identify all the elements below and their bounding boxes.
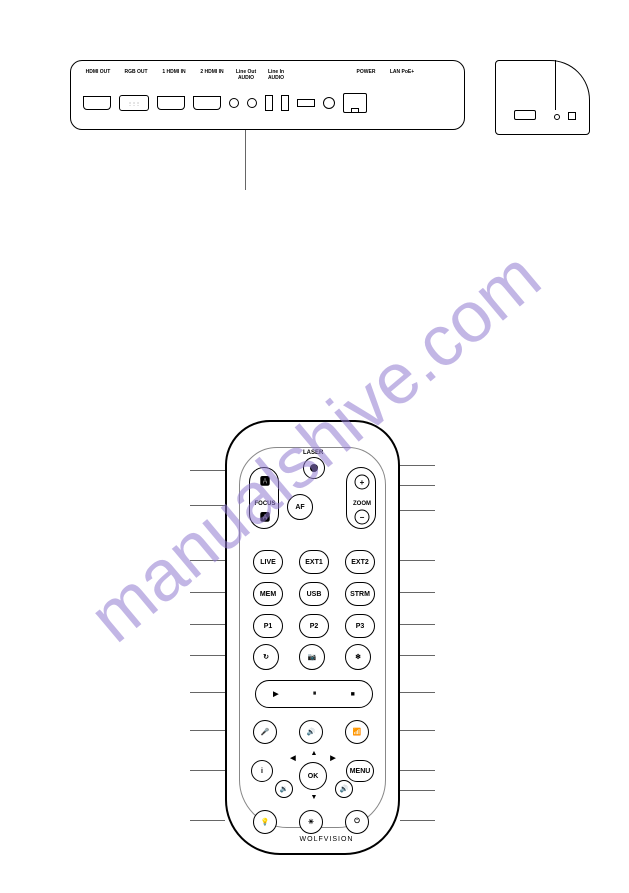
port-row: ⋮⋮⋮ <box>83 93 367 113</box>
leader-line <box>190 770 225 771</box>
leader-line <box>400 655 435 656</box>
leader-line <box>190 820 225 821</box>
panel-leader-line <box>245 130 246 190</box>
play-button[interactable]: ▶ <box>273 690 278 698</box>
usb-port-1 <box>265 95 273 111</box>
leader-line <box>400 692 435 693</box>
autofocus-button[interactable]: AF <box>287 494 313 520</box>
dpad-right[interactable]: ▶ <box>327 752 339 764</box>
dpad-up[interactable]: ▲ <box>309 748 319 758</box>
leader-line <box>400 820 435 821</box>
side-connector-panel <box>495 60 590 135</box>
port-label: 1 HDMI IN <box>159 69 189 81</box>
zoom-rocker[interactable]: + ZOOM − <box>346 467 376 529</box>
rear-connector-panel: HDMI OUT RGB OUT 1 HDMI IN 2 HDMI IN Lin… <box>70 60 465 130</box>
preset-3-button[interactable]: P3 <box>345 614 375 638</box>
stop-button[interactable]: ■ <box>351 691 355 698</box>
port-label: HDMI OUT <box>83 69 113 81</box>
laser-button[interactable] <box>303 457 325 479</box>
preset-2-button[interactable]: P2 <box>299 614 329 638</box>
live-button[interactable]: LIVE <box>253 550 283 574</box>
focus-rocker[interactable]: 🅰 FOCUS 🅰 <box>249 467 279 529</box>
port-label: Line In AUDIO <box>265 69 287 81</box>
leader-line <box>190 470 225 471</box>
leader-line <box>190 592 225 593</box>
strm-button[interactable]: STRM <box>345 582 375 606</box>
lan-port <box>343 93 367 113</box>
usb-port-2 <box>281 95 289 111</box>
mem-button[interactable]: MEM <box>253 582 283 606</box>
rgb-out-port: ⋮⋮⋮ <box>119 95 149 111</box>
ext2-button[interactable]: EXT2 <box>345 550 375 574</box>
ok-button[interactable]: OK <box>299 762 327 790</box>
ext1-button[interactable]: EXT1 <box>299 550 329 574</box>
svg-text:+: + <box>360 478 365 487</box>
side-usb-port <box>514 110 536 120</box>
remote-control: LASER 🅰 FOCUS 🅰 AF + ZOOM − LIVE EXT1 EX… <box>225 420 400 855</box>
svg-text:ZOOM: ZOOM <box>353 501 371 507</box>
focus-icon: 🅰 FOCUS 🅰 <box>250 467 278 529</box>
leader-line <box>400 624 435 625</box>
leader-line <box>400 592 435 593</box>
leader-line <box>190 730 225 731</box>
dpad-left[interactable]: ◀ <box>287 752 299 764</box>
hdmi-in-2-port <box>193 96 221 110</box>
leader-line <box>190 692 225 693</box>
port-label: 2 HDMI IN <box>197 69 227 81</box>
kensington-lock <box>568 112 576 120</box>
zoom-icon: + ZOOM − <box>347 467 375 529</box>
leader-line <box>400 770 435 771</box>
hdmi-out-port <box>83 96 111 110</box>
leader-line <box>400 465 435 466</box>
audio-out-jack <box>229 98 239 108</box>
svg-text:−: − <box>360 513 365 522</box>
freeze-button[interactable]: ❄ <box>345 644 371 670</box>
vol-button[interactable]: 🔊 <box>299 720 323 744</box>
port-label: RGB OUT <box>121 69 151 81</box>
leader-line <box>400 485 435 486</box>
light-button[interactable]: 💡 <box>253 810 277 834</box>
brand-label: WOLFVISION <box>241 836 412 843</box>
dpad-down[interactable]: ▼ <box>309 792 319 802</box>
remote-body: LASER 🅰 FOCUS 🅰 AF + ZOOM − LIVE EXT1 EX… <box>225 420 400 855</box>
leader-line <box>190 560 225 561</box>
port-labels: HDMI OUT RGB OUT 1 HDMI IN 2 HDMI IN Lin… <box>83 69 415 81</box>
leader-line <box>400 790 435 791</box>
mute-button[interactable]: 🎤 <box>253 720 277 744</box>
power-jack <box>323 97 335 109</box>
port-label: Line Out AUDIO <box>235 69 257 81</box>
usb-button[interactable]: USB <box>299 582 329 606</box>
svg-text:FOCUS: FOCUS <box>255 501 276 507</box>
device-panels: HDMI OUT RGB OUT 1 HDMI IN 2 HDMI IN Lin… <box>70 60 590 135</box>
port-label: POWER <box>351 69 381 81</box>
preset-1-button[interactable]: P1 <box>253 614 283 638</box>
svg-text:🅰: 🅰 <box>260 511 270 524</box>
leader-line <box>400 560 435 561</box>
snapshot-button[interactable]: 📷 <box>299 644 325 670</box>
refresh-button[interactable]: ↻ <box>253 644 279 670</box>
leader-line <box>400 510 435 511</box>
side-audio-jack <box>554 114 560 120</box>
leader-line <box>400 730 435 731</box>
info-button[interactable]: i <box>251 760 273 782</box>
port-label <box>295 69 343 81</box>
media-controls: ▶ ⏸ ■ <box>255 680 373 708</box>
vol-down-button[interactable]: 🔉 <box>275 780 293 798</box>
brightness-button[interactable]: ☀ <box>299 810 323 834</box>
vol-up-button[interactable]: 🔊 <box>335 780 353 798</box>
menu-button[interactable]: MENU <box>346 760 374 782</box>
port-label: LAN PoE+ <box>389 69 415 81</box>
leader-line <box>190 624 225 625</box>
stream-button[interactable]: 📶 <box>345 720 369 744</box>
leader-line <box>190 655 225 656</box>
leader-line <box>190 505 225 506</box>
hdmi-in-1-port <box>157 96 185 110</box>
power-button[interactable]: ⏻ <box>345 810 369 834</box>
svg-text:🅰: 🅰 <box>260 475 270 488</box>
laser-label: LASER <box>303 450 323 456</box>
audio-in-jack <box>247 98 257 108</box>
pause-button[interactable]: ⏸ <box>313 690 317 698</box>
micro-usb-port <box>297 99 315 107</box>
